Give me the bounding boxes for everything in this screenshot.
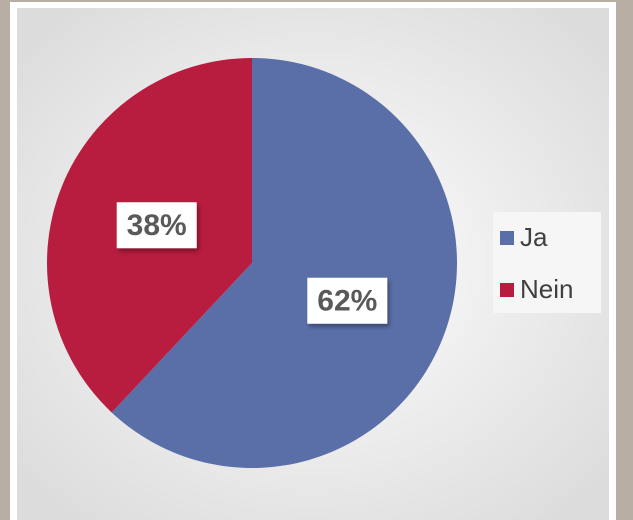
data-label: 38%: [127, 209, 187, 242]
data-label: 62%: [317, 285, 377, 318]
legend-swatch: [500, 283, 514, 297]
legend-label: Nein: [520, 274, 573, 304]
legend-swatch: [500, 231, 514, 245]
pie-slice: [111, 58, 458, 468]
legend-label: Ja: [520, 222, 548, 252]
data-label-box: [116, 202, 197, 249]
data-label-box: [307, 277, 388, 324]
